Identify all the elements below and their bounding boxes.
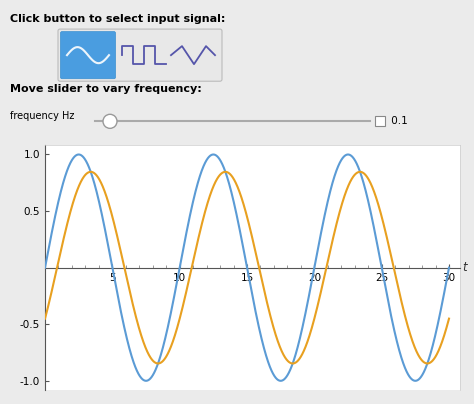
Text: 0.1: 0.1 <box>388 116 408 126</box>
Bar <box>116 33 166 77</box>
FancyBboxPatch shape <box>58 29 222 81</box>
FancyBboxPatch shape <box>61 32 116 79</box>
Bar <box>168 33 218 77</box>
Text: frequency Hz: frequency Hz <box>10 112 74 121</box>
Text: Click button to select input signal:: Click button to select input signal: <box>10 14 225 24</box>
Bar <box>375 116 385 126</box>
Text: t: t <box>463 261 467 274</box>
Circle shape <box>103 114 117 128</box>
Text: Move slider to vary frequency:: Move slider to vary frequency: <box>10 84 202 94</box>
